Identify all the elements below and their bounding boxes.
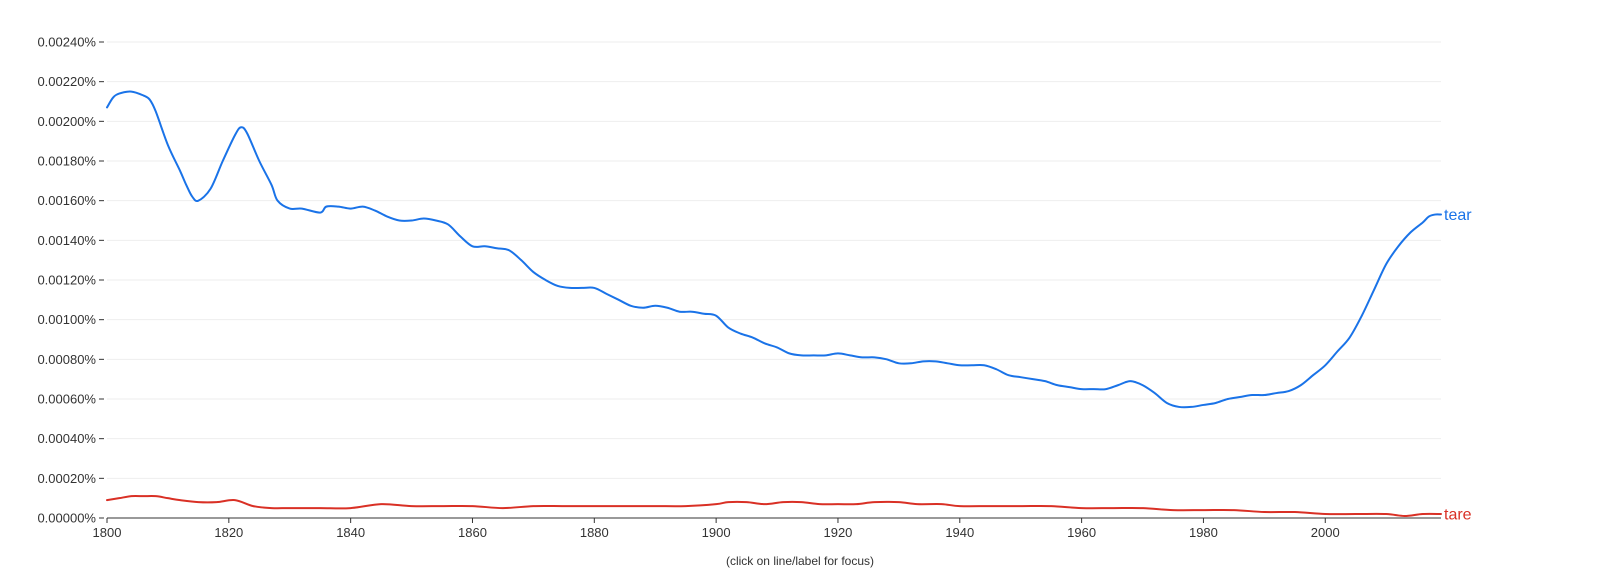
x-tick-label: 1900 [702,525,731,540]
focus-hint: (click on line/label for focus) [725,554,875,568]
x-tick-label: 1800 [93,525,122,540]
y-tick-label: 0.00120% [37,273,96,288]
x-tick-label: 1860 [458,525,487,540]
y-axis-ticks: 0.00000% 0.00020% 0.00040% 0.00060% 0.00080%… [37,35,104,526]
series-label-tare[interactable]: tare [1444,507,1472,524]
y-tick-label: 0.00200% [37,114,96,129]
x-tick-label: 1840 [336,525,365,540]
y-tick-label: 0.00240% [37,35,96,50]
x-tick-label: 2000 [1311,525,1340,540]
grid [107,41,1441,479]
y-tick-label: 0.00000% [37,511,96,526]
y-tick-label: 0.00020% [37,471,96,486]
y-tick-label: 0.00080% [37,352,96,367]
x-axis-ticks: 1800 1820 1840 1860 1880 1900 1920 1940 1960 1980… [93,518,1340,540]
y-tick-label: 0.00100% [37,312,96,327]
y-tick-label: 0.00040% [37,431,96,446]
y-tick-label: 0.00060% [37,392,96,407]
series-line-tear[interactable] [106,90,1442,409]
series-label-tear[interactable]: tear [1444,207,1472,224]
series-line-tare[interactable] [106,495,1442,518]
series-lines[interactable] [106,90,1442,518]
x-tick-label: 1920 [823,525,852,540]
y-tick-label: 0.00220% [37,74,96,89]
x-tick-label: 1960 [1067,525,1096,540]
series-labels[interactable]: tear tare [1444,207,1472,523]
x-tick-label: 1880 [580,525,609,540]
y-tick-label: 0.00180% [37,154,96,169]
y-tick-label: 0.00140% [37,233,96,248]
y-tick-label: 0.00160% [37,193,96,208]
x-tick-label: 1980 [1189,525,1218,540]
x-tick-label: 1940 [945,525,974,540]
x-tick-label: 1820 [214,525,243,540]
